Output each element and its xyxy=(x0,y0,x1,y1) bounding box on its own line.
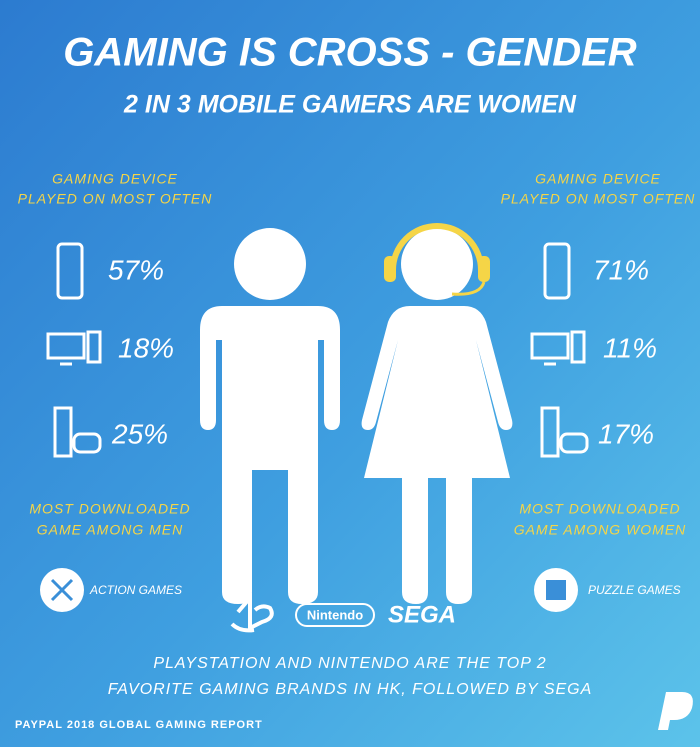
game-label: PUZZLE GAMES xyxy=(588,583,681,597)
phone-icon xyxy=(543,242,571,300)
heading: MOST DOWNLOADED xyxy=(519,501,680,517)
pc-icon xyxy=(530,330,586,366)
phone-icon xyxy=(56,242,84,300)
game-label: ACTION GAMES xyxy=(89,583,182,597)
percentage: 18% xyxy=(118,332,174,363)
brand: SEGA xyxy=(388,601,456,628)
footer-text: FAVORITE GAMING BRANDS IN HK, FOLLOWED B… xyxy=(108,681,593,698)
heading: GAME AMONG WOMEN xyxy=(514,522,687,538)
percentage: 57% xyxy=(108,254,164,285)
heading: GAME AMONG MEN xyxy=(37,522,184,538)
percentage: 11% xyxy=(603,332,657,363)
action-icon xyxy=(50,578,74,602)
pc-icon xyxy=(46,330,102,366)
paypal-logo xyxy=(658,692,693,730)
playstation-logo xyxy=(230,592,274,633)
woman-figure xyxy=(361,223,513,604)
footer-text: PLAYSTATION AND NINTENDO ARE THE TOP 2 xyxy=(153,655,546,672)
console-icon xyxy=(53,406,102,458)
percentage: 17% xyxy=(598,418,654,449)
heading: PLAYED ON MOST OFTEN xyxy=(501,191,696,207)
nintendo-logo xyxy=(295,603,375,627)
puzzle-icon xyxy=(546,580,566,600)
percentage: 25% xyxy=(111,418,168,449)
heading: MOST DOWNLOADED xyxy=(29,501,190,517)
percentage: 71% xyxy=(593,254,649,285)
man-figure xyxy=(200,228,340,604)
source: PAYPAL 2018 GLOBAL GAMING REPORT xyxy=(15,719,263,731)
heading: GAMING DEVICE xyxy=(535,171,661,187)
title: GAMING IS CROSS - GENDER xyxy=(63,31,636,75)
heading: PLAYED ON MOST OFTEN xyxy=(18,191,213,207)
brand: Nintendo xyxy=(307,607,363,622)
console-icon xyxy=(540,406,589,458)
subtitle: 2 IN 3 MOBILE GAMERS ARE WOMEN xyxy=(123,91,577,119)
heading: GAMING DEVICE xyxy=(52,171,178,187)
